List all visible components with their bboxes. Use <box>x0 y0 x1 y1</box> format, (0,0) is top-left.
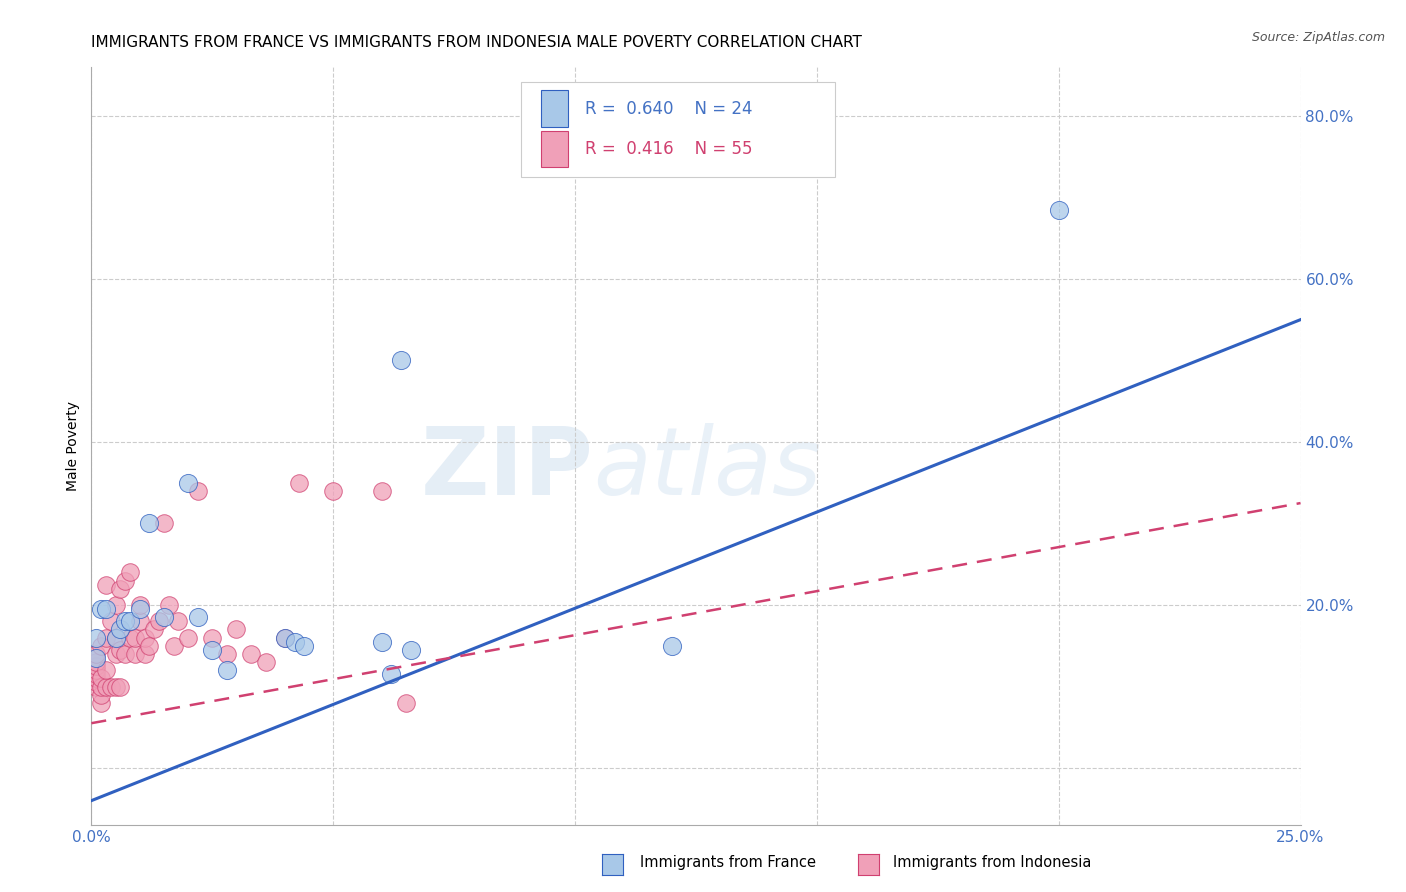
Point <box>110 642 132 657</box>
FancyBboxPatch shape <box>541 90 568 127</box>
Y-axis label: Male Poverty: Male Poverty <box>66 401 80 491</box>
Point <box>84 680 107 694</box>
Point <box>153 610 176 624</box>
FancyBboxPatch shape <box>520 82 835 177</box>
Point <box>157 598 180 612</box>
Point <box>1047 202 1070 217</box>
Point <box>225 623 247 637</box>
Point <box>94 631 117 645</box>
Point <box>104 598 127 612</box>
Point <box>254 655 277 669</box>
Point <box>283 634 305 648</box>
Point <box>110 680 132 694</box>
Point <box>138 516 160 531</box>
Point <box>84 675 107 690</box>
Point <box>120 566 142 580</box>
Point <box>153 516 176 531</box>
Point <box>84 655 107 669</box>
Point <box>187 610 209 624</box>
Point <box>128 598 150 612</box>
Text: Immigrants from France: Immigrants from France <box>640 855 815 870</box>
Point <box>90 639 112 653</box>
Point <box>187 483 209 498</box>
Point <box>177 475 200 490</box>
Point <box>84 663 107 677</box>
Point <box>120 615 142 629</box>
Point <box>94 577 117 591</box>
Point <box>128 602 150 616</box>
Text: R =  0.416    N = 55: R = 0.416 N = 55 <box>585 140 752 158</box>
Text: R =  0.640    N = 24: R = 0.640 N = 24 <box>585 100 752 118</box>
Point <box>84 651 107 665</box>
Point <box>114 647 136 661</box>
Point <box>380 667 402 681</box>
Point <box>90 671 112 685</box>
Point <box>84 631 107 645</box>
Point <box>94 680 117 694</box>
Point <box>292 639 315 653</box>
Point <box>104 631 127 645</box>
Point <box>399 642 422 657</box>
Point <box>167 615 190 629</box>
Text: atlas: atlas <box>593 423 821 515</box>
Text: IMMIGRANTS FROM FRANCE VS IMMIGRANTS FROM INDONESIA MALE POVERTY CORRELATION CHA: IMMIGRANTS FROM FRANCE VS IMMIGRANTS FRO… <box>91 36 862 51</box>
Point <box>370 483 392 498</box>
Point <box>90 602 112 616</box>
Text: Source: ZipAtlas.com: Source: ZipAtlas.com <box>1251 31 1385 45</box>
Point <box>274 631 297 645</box>
Point <box>120 631 142 645</box>
Point <box>288 475 311 490</box>
Text: Immigrants from Indonesia: Immigrants from Indonesia <box>893 855 1091 870</box>
Point <box>94 663 117 677</box>
Point <box>110 623 132 637</box>
Point <box>128 615 150 629</box>
Point <box>104 647 127 661</box>
Point <box>138 639 160 653</box>
Point <box>100 680 122 694</box>
Point <box>322 483 344 498</box>
Point <box>114 615 136 629</box>
Point <box>143 623 166 637</box>
Point <box>177 631 200 645</box>
Point <box>389 353 412 368</box>
Point <box>124 631 146 645</box>
Point <box>84 667 107 681</box>
Point <box>90 696 112 710</box>
Point <box>201 631 224 645</box>
Point <box>104 631 127 645</box>
Point <box>215 647 238 661</box>
Point <box>110 582 132 596</box>
Point <box>240 647 263 661</box>
Point <box>201 642 224 657</box>
Point <box>370 634 392 648</box>
Point <box>148 615 170 629</box>
Point <box>94 602 117 616</box>
Point <box>84 647 107 661</box>
Point <box>84 659 107 673</box>
Point <box>90 680 112 694</box>
Point <box>84 671 107 685</box>
Point <box>114 574 136 588</box>
Point <box>395 696 418 710</box>
FancyBboxPatch shape <box>541 130 568 167</box>
Point <box>100 615 122 629</box>
Point <box>215 663 238 677</box>
Point <box>274 631 297 645</box>
Point <box>134 647 156 661</box>
Point <box>134 631 156 645</box>
Point <box>104 680 127 694</box>
Point <box>124 647 146 661</box>
Text: ZIP: ZIP <box>420 423 593 515</box>
Point <box>90 688 112 702</box>
Point <box>162 639 184 653</box>
Point <box>661 639 683 653</box>
